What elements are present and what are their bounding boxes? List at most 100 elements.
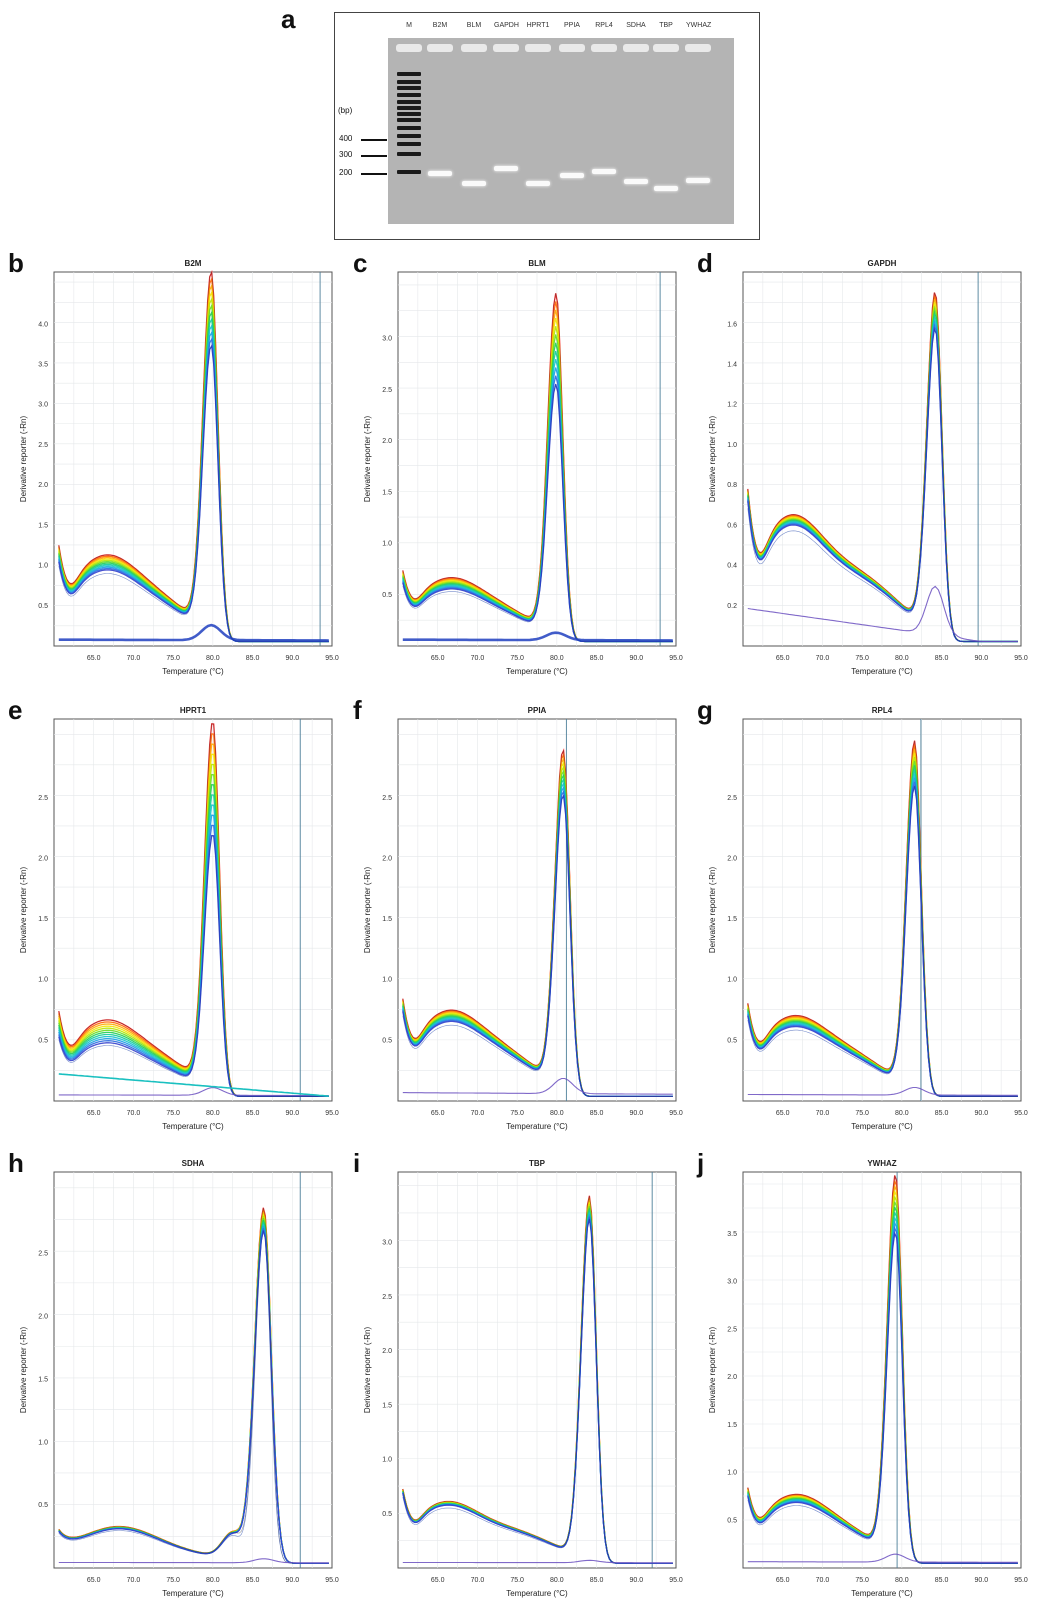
gel-lane-label: YWHAZ bbox=[686, 22, 712, 29]
y-tick-label: 2.5 bbox=[382, 795, 392, 802]
gel-well bbox=[493, 44, 519, 52]
y-axis-label: Derivative reporter (-Rn) bbox=[363, 416, 372, 503]
y-tick-label: 0.5 bbox=[727, 1037, 737, 1044]
y-tick-label: 1.0 bbox=[382, 541, 392, 548]
x-tick-label: 75.0 bbox=[166, 1577, 180, 1584]
gel-well bbox=[591, 44, 617, 52]
y-tick-label: 0.6 bbox=[727, 522, 737, 529]
ladder-band bbox=[397, 100, 421, 104]
melt-curve bbox=[58, 1230, 329, 1564]
x-tick-label: 65.0 bbox=[431, 1110, 445, 1117]
gel-lane-label: PPIA bbox=[564, 22, 580, 29]
ladder-band bbox=[397, 170, 421, 174]
pcr-product-band bbox=[462, 181, 486, 186]
x-tick-label: 65.0 bbox=[776, 655, 790, 662]
x-tick-label: 95.0 bbox=[1014, 655, 1028, 662]
melt-curve bbox=[58, 1230, 329, 1564]
x-axis-label: Temperature (°C) bbox=[162, 1589, 224, 1598]
y-tick-label: 2.5 bbox=[727, 1326, 737, 1333]
y-tick-label: 2.0 bbox=[382, 1348, 392, 1355]
ladder-band bbox=[397, 126, 421, 130]
gel-well bbox=[685, 44, 711, 52]
x-tick-label: 75.0 bbox=[855, 1577, 869, 1584]
melt-curve-chart-rpl4: 0.5 1.0 1.5 2.0 2.5 65.0 70.0 75.0 80.0 85.0 90.0 9… bbox=[708, 706, 1028, 1131]
x-tick-label: 80.0 bbox=[550, 1110, 564, 1117]
y-tick-label: 2.0 bbox=[382, 855, 392, 862]
y-tick-label: 1.0 bbox=[727, 977, 737, 984]
x-tick-label: 85.0 bbox=[246, 1577, 260, 1584]
y-tick-label: 0.5 bbox=[38, 1502, 48, 1509]
y-tick-label: 1.0 bbox=[38, 977, 48, 984]
x-tick-label: 85.0 bbox=[590, 1110, 604, 1117]
pcr-product-band bbox=[624, 179, 648, 184]
x-axis-label: Temperature (°C) bbox=[162, 667, 224, 676]
baseline-curve bbox=[58, 623, 329, 642]
y-tick-label: 1.5 bbox=[38, 1376, 48, 1383]
y-tick-label: 1.5 bbox=[382, 1402, 392, 1409]
y-tick-label: 2.0 bbox=[38, 1314, 48, 1321]
x-tick-label: 75.0 bbox=[510, 1577, 524, 1584]
x-tick-label: 85.0 bbox=[935, 1110, 949, 1117]
y-tick-label: 0.5 bbox=[38, 603, 48, 610]
x-tick-label: 90.0 bbox=[629, 1577, 643, 1584]
gel-size-marker-arrow bbox=[361, 155, 387, 157]
gel-lane-label: BLM bbox=[466, 22, 482, 29]
chart-title: PPIA bbox=[528, 706, 547, 715]
y-tick-label: 2.5 bbox=[38, 1251, 48, 1258]
y-axis-label: Derivative reporter (-Rn) bbox=[708, 867, 717, 954]
gel-lane-label: RPL4 bbox=[595, 22, 613, 29]
gel-lane-label: HPRT1 bbox=[526, 22, 550, 29]
y-axis-label: Derivative reporter (-Rn) bbox=[19, 1327, 28, 1414]
y-tick-label: 1.0 bbox=[727, 1470, 737, 1477]
melt-curve bbox=[747, 1232, 1018, 1564]
chart-title: BLM bbox=[528, 259, 546, 268]
x-tick-label: 90.0 bbox=[974, 1110, 988, 1117]
panel-letter-j: j bbox=[697, 1148, 705, 1178]
x-axis-label: Temperature (°C) bbox=[506, 1589, 568, 1598]
x-tick-label: 75.0 bbox=[166, 1110, 180, 1117]
x-tick-label: 85.0 bbox=[590, 1577, 604, 1584]
ladder-band bbox=[397, 80, 421, 84]
x-tick-label: 70.0 bbox=[471, 1577, 485, 1584]
y-tick-label: 1.2 bbox=[727, 402, 737, 409]
gel-well bbox=[653, 44, 679, 52]
x-tick-label: 80.0 bbox=[550, 1577, 564, 1584]
panel-letter-e: e bbox=[8, 695, 23, 725]
panel-letter-i: i bbox=[353, 1148, 361, 1178]
x-tick-label: 85.0 bbox=[935, 655, 949, 662]
x-tick-label: 75.0 bbox=[166, 655, 180, 662]
ladder-band bbox=[397, 93, 421, 97]
y-tick-label: 3.5 bbox=[727, 1231, 737, 1238]
y-tick-label: 3.0 bbox=[38, 402, 48, 409]
chart-title: YWHAZ bbox=[867, 1159, 896, 1168]
y-tick-label: 0.2 bbox=[727, 603, 737, 610]
y-tick-label: 2.0 bbox=[38, 482, 48, 489]
x-tick-label: 95.0 bbox=[1014, 1110, 1028, 1117]
x-tick-label: 80.0 bbox=[206, 655, 220, 662]
x-tick-label: 70.0 bbox=[127, 655, 141, 662]
x-tick-label: 90.0 bbox=[285, 1577, 299, 1584]
y-tick-label: 2.5 bbox=[382, 1294, 392, 1301]
x-tick-label: 70.0 bbox=[816, 655, 830, 662]
y-tick-label: 1.4 bbox=[727, 361, 737, 368]
x-tick-label: 75.0 bbox=[855, 655, 869, 662]
y-tick-label: 3.0 bbox=[727, 1279, 737, 1286]
y-tick-label: 2.0 bbox=[382, 438, 392, 445]
baseline-curve bbox=[402, 1077, 673, 1095]
x-tick-label: 85.0 bbox=[246, 1110, 260, 1117]
ladder-band bbox=[397, 152, 421, 156]
y-tick-label: 1.5 bbox=[38, 916, 48, 923]
panel-letter-h: h bbox=[8, 1148, 24, 1178]
y-tick-label: 2.5 bbox=[382, 387, 392, 394]
y-tick-label: 1.5 bbox=[382, 916, 392, 923]
panel-letter-c: c bbox=[353, 248, 368, 278]
x-tick-label: 95.0 bbox=[669, 655, 683, 662]
gel-well bbox=[396, 44, 422, 52]
x-tick-label: 80.0 bbox=[895, 1577, 909, 1584]
y-tick-label: 3.5 bbox=[38, 361, 48, 368]
ladder-band bbox=[397, 118, 421, 122]
x-tick-label: 65.0 bbox=[431, 655, 445, 662]
melt-curve bbox=[58, 835, 329, 1097]
x-tick-label: 65.0 bbox=[87, 655, 101, 662]
gel-well bbox=[559, 44, 585, 52]
